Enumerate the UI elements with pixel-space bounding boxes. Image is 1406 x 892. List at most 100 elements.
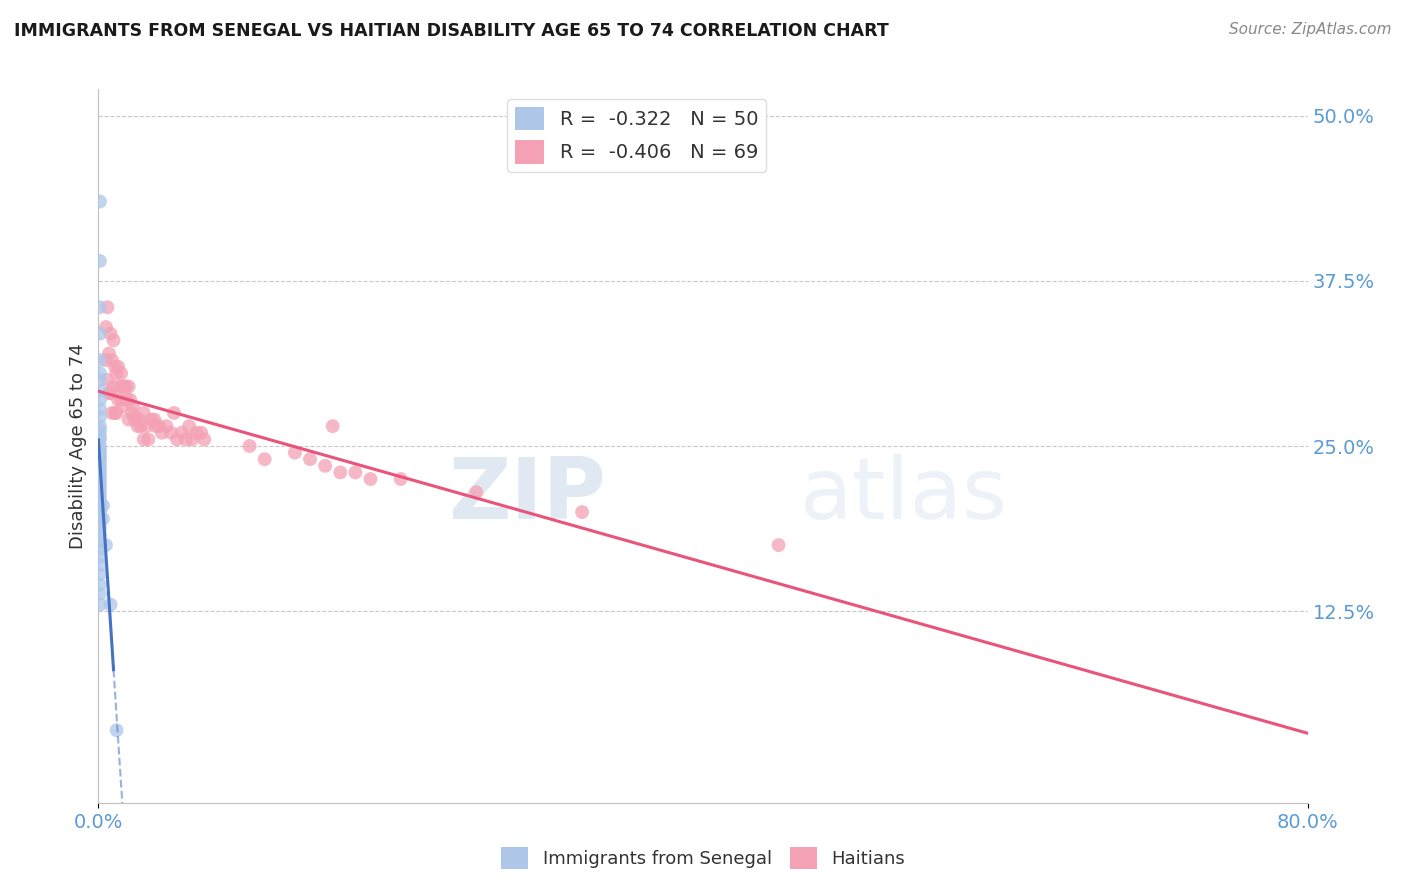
Point (299, 452, 322, 467)
Point (148, 419, 170, 434)
Point (96, 373, 118, 387)
Point (155, 419, 177, 434)
Point (89, 505, 111, 519)
Point (160, 425, 183, 440)
Point (120, 392, 142, 407)
Point (768, 538, 790, 552)
Point (89, 428, 111, 442)
Point (89, 480, 111, 494)
Point (89, 516, 111, 530)
Point (150, 425, 173, 440)
Point (89, 578, 111, 592)
Point (174, 433, 197, 447)
Point (89, 392, 111, 407)
Point (193, 433, 215, 447)
Point (190, 425, 212, 440)
Point (89, 500, 111, 514)
Point (89, 439, 111, 453)
Point (104, 359, 127, 374)
Point (121, 406, 143, 420)
Point (118, 379, 141, 393)
Point (163, 406, 186, 420)
Point (128, 412, 150, 426)
Y-axis label: Disability Age 65 to 74: Disability Age 65 to 74 (69, 343, 87, 549)
Point (89, 353, 111, 368)
Point (89, 521, 111, 535)
Point (89, 472, 111, 486)
Point (98, 386, 121, 401)
Point (186, 425, 208, 440)
Point (111, 379, 134, 393)
Point (94, 538, 117, 552)
Point (239, 439, 262, 453)
Point (89, 542, 111, 557)
Point (166, 433, 188, 447)
Point (118, 412, 141, 426)
Point (107, 392, 129, 407)
Point (89, 534, 111, 549)
Point (89, 194, 111, 209)
Point (122, 400, 145, 414)
Point (253, 452, 276, 467)
Point (96, 300, 118, 314)
Point (89, 527, 111, 541)
Point (314, 458, 336, 473)
Point (107, 359, 129, 374)
Text: ZIP: ZIP (449, 454, 606, 538)
Point (179, 419, 201, 434)
Point (284, 445, 307, 459)
Point (91, 499, 114, 513)
Point (465, 485, 488, 500)
Point (100, 326, 122, 341)
Point (89, 475, 111, 490)
Point (129, 419, 152, 434)
Point (89, 464, 111, 478)
Point (101, 353, 124, 368)
Point (571, 505, 593, 519)
Point (89, 402, 111, 417)
Point (181, 433, 204, 447)
Point (105, 723, 128, 738)
Point (89, 598, 111, 612)
Point (89, 442, 111, 457)
Text: IMMIGRANTS FROM SENEGAL VS HAITIAN DISABILITY AGE 65 TO 74 CORRELATION CHART: IMMIGRANTS FROM SENEGAL VS HAITIAN DISAB… (14, 22, 889, 40)
Point (89, 488, 111, 502)
Point (89, 373, 111, 387)
Point (101, 406, 124, 420)
Point (89, 409, 111, 424)
Point (115, 392, 138, 407)
Point (105, 367, 128, 381)
Point (89, 587, 111, 601)
Point (103, 333, 125, 347)
Point (170, 425, 193, 440)
Point (89, 496, 111, 510)
Point (125, 412, 148, 426)
Point (141, 412, 163, 426)
Point (91, 511, 114, 525)
Point (124, 412, 146, 426)
Point (389, 472, 412, 486)
Point (344, 466, 367, 480)
Point (114, 379, 136, 393)
Point (89, 460, 111, 475)
Point (111, 400, 134, 414)
Legend: Immigrants from Senegal, Haitians: Immigrants from Senegal, Haitians (494, 839, 912, 876)
Point (89, 254, 111, 268)
Point (143, 412, 166, 426)
Point (89, 419, 111, 434)
Point (89, 456, 111, 470)
Point (94, 353, 117, 368)
Point (322, 419, 344, 434)
Point (108, 379, 131, 393)
Point (89, 452, 111, 467)
Text: atlas: atlas (800, 454, 1008, 538)
Point (89, 558, 111, 572)
Point (105, 406, 128, 420)
Point (89, 433, 111, 447)
Point (89, 510, 111, 524)
Point (136, 433, 159, 447)
Point (100, 598, 122, 612)
Point (329, 466, 352, 480)
Point (89, 423, 111, 437)
Point (89, 326, 111, 341)
